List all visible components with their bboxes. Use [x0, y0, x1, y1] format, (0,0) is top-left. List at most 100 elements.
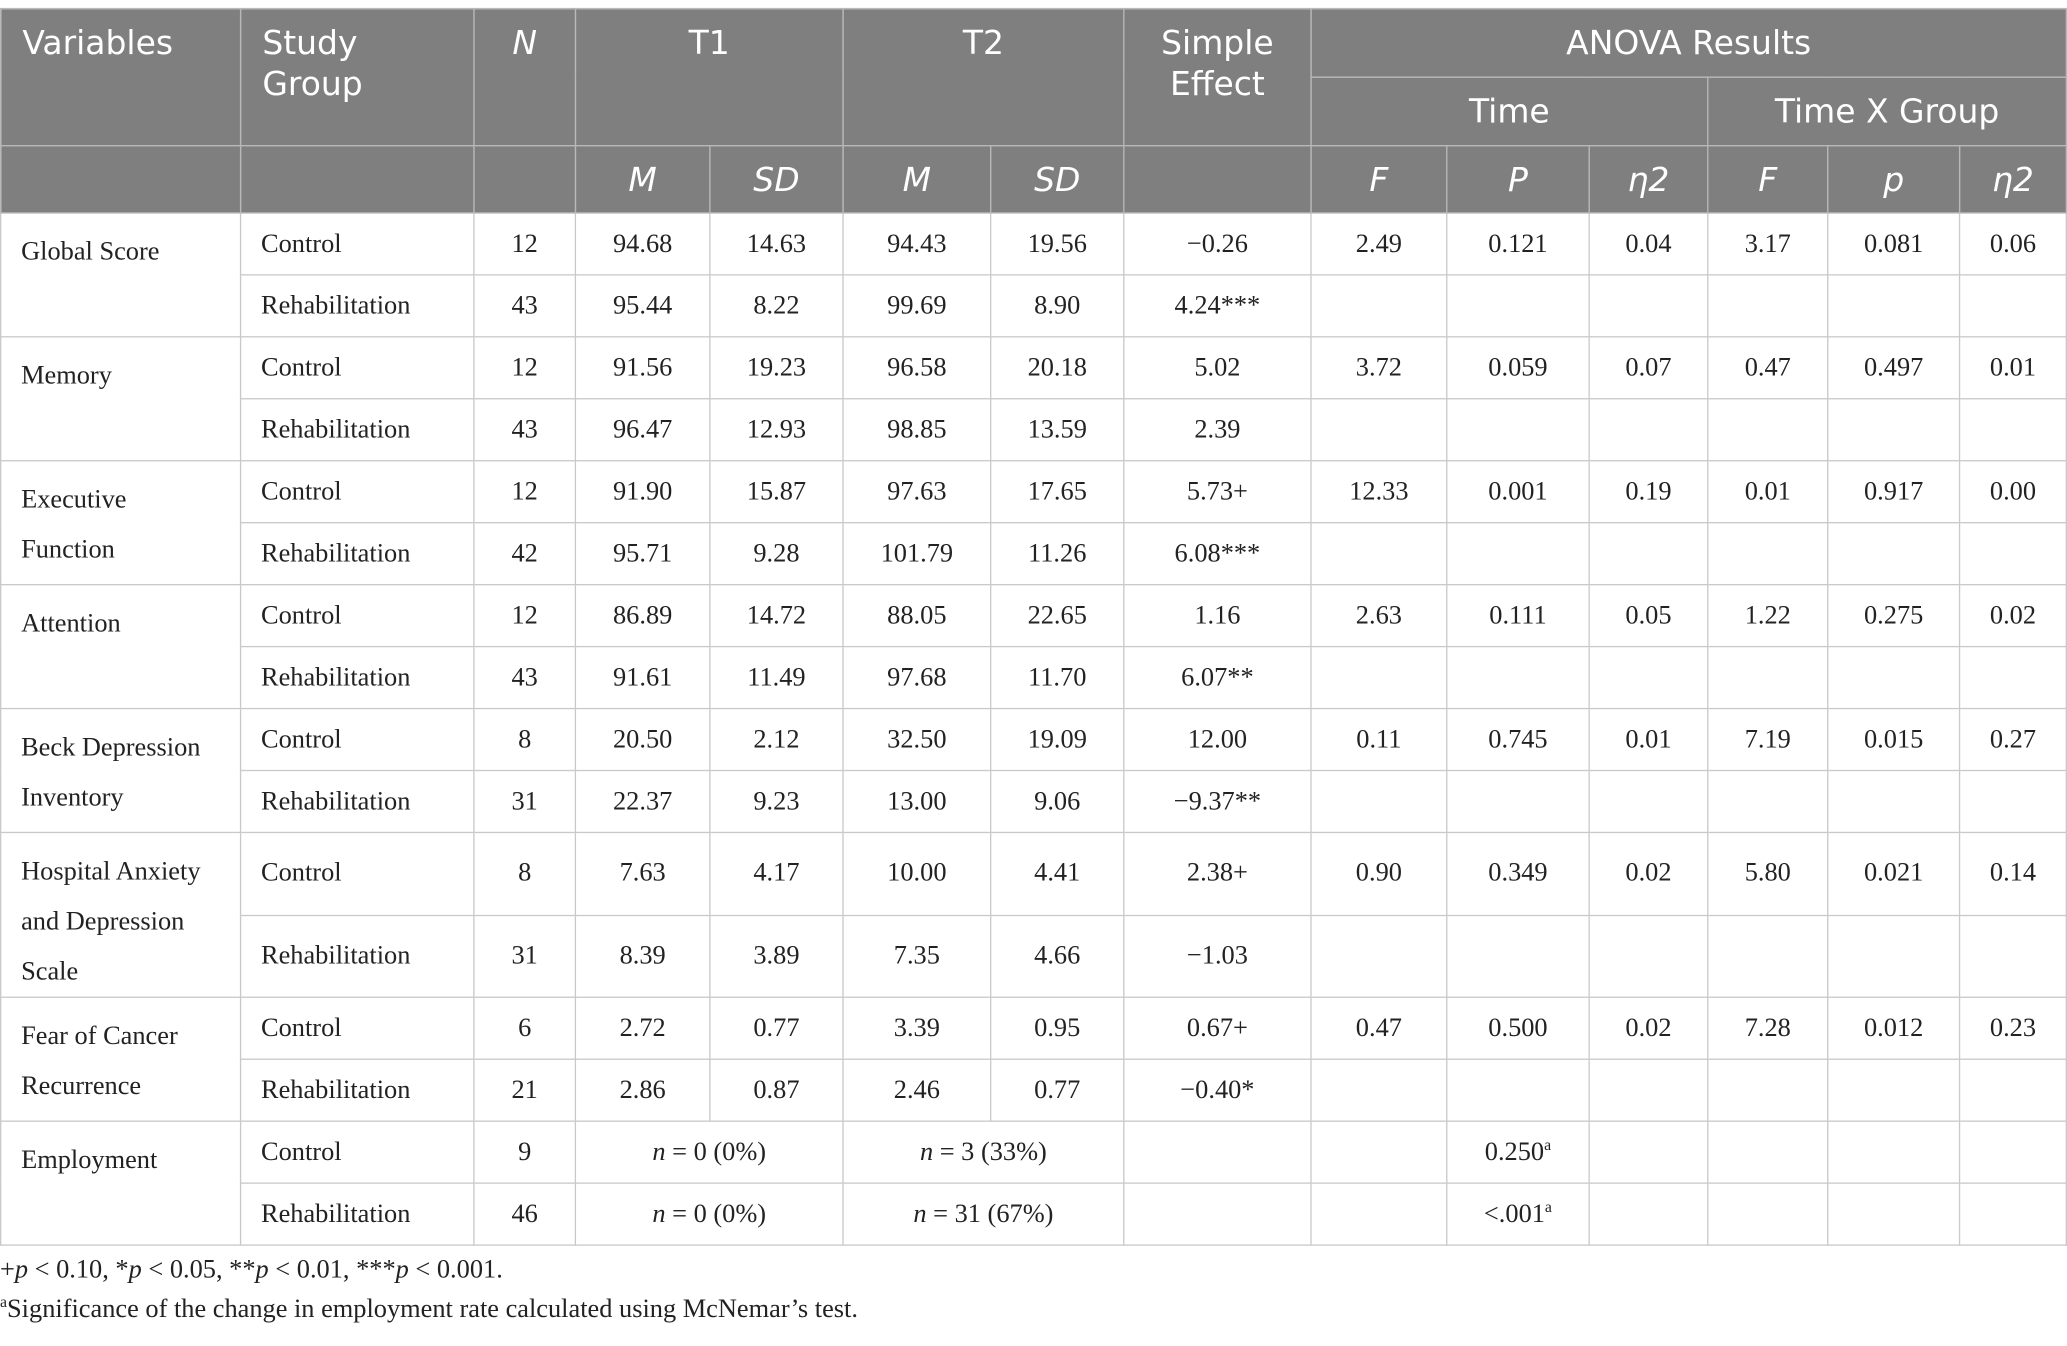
time-f-cell — [1310, 645, 1448, 710]
table-row: Rehabilitation 31 22.37 9.23 13.00 9.06 −9.37*… — [1, 769, 2067, 834]
study-group-cell: Control — [239, 707, 475, 772]
group-f-cell — [1707, 1058, 1829, 1122]
n-cell: 43 — [473, 645, 577, 710]
simple-effect-cell — [1123, 1182, 1312, 1246]
t1-mean-cell: 95.71 — [574, 522, 711, 586]
time-eta-cell: 0.01 — [1588, 707, 1709, 772]
t2-sd-cell: 11.26 — [989, 522, 1125, 586]
table-row: Employment Control 9 n = 0 (0%) n = 3 (33%) 0… — [0, 1120, 2067, 1246]
group-f-cell: 5.80 — [1707, 831, 1829, 916]
n-cell: 46 — [473, 1182, 577, 1246]
t2-sd-cell: 20.18 — [989, 336, 1125, 400]
study-group-cell: Control — [239, 831, 475, 916]
t2-mean-cell: 99.69 — [842, 274, 992, 338]
header-group-p: p — [1827, 145, 1961, 214]
group-f-cell — [1707, 1182, 1829, 1246]
t1-sd-cell: 0.77 — [709, 996, 844, 1060]
group-f-cell: 7.28 — [1707, 996, 1829, 1060]
study-group-cell: Control — [239, 336, 475, 400]
time-f-cell: 0.90 — [1310, 831, 1448, 916]
n-cell: 12 — [473, 336, 577, 400]
header-blank-variables — [0, 145, 242, 214]
group-p-cell: 0.015 — [1827, 707, 1961, 772]
simple-effect-cell: 1.16 — [1123, 583, 1312, 648]
time-f-cell: 2.49 — [1310, 212, 1448, 276]
group-f-cell: 0.01 — [1707, 460, 1829, 524]
time-p-cell: 0.111 — [1446, 583, 1590, 648]
simple-effect-cell: 0.67+ — [1123, 996, 1312, 1060]
time-eta-cell — [1588, 769, 1709, 834]
t1-sd-cell: 3.89 — [709, 914, 844, 998]
t1-sd-cell: 2.12 — [709, 707, 844, 772]
t1-mean-cell: 20.50 — [574, 707, 711, 772]
table-row: Memory Control 12 91.56 19.23 96.58 20.18 5.02 3… — [0, 336, 2067, 462]
group-p-cell: 0.021 — [1827, 831, 1961, 916]
group-f-cell — [1707, 398, 1829, 462]
simple-effect-cell: −9.37** — [1123, 769, 1312, 834]
t2-sd-cell: 19.09 — [989, 707, 1125, 772]
group-eta-cell — [1958, 1058, 2067, 1122]
time-eta-cell — [1588, 522, 1709, 586]
study-group-cell: Rehabilitation — [239, 914, 475, 998]
group-eta-cell — [1958, 398, 2067, 462]
n-cell: 31 — [473, 769, 577, 834]
results-table: Variables Study Group N T1 T2 Simple Eff… — [0, 7, 2067, 1246]
group-p-cell: 0.081 — [1827, 212, 1961, 276]
time-f-cell: 2.63 — [1310, 583, 1448, 648]
group-f-cell: 3.17 — [1707, 212, 1829, 276]
group-eta-cell: 0.01 — [1958, 336, 2067, 400]
group-p-cell: 0.012 — [1827, 996, 1961, 1060]
n-cell: 12 — [473, 212, 577, 276]
t2-sd-cell: 4.66 — [989, 914, 1125, 998]
study-group-cell: Rehabilitation — [239, 1182, 475, 1246]
header-t2-m: M — [842, 145, 992, 214]
group-p-cell — [1827, 769, 1961, 834]
simple-effect-cell: −1.03 — [1123, 914, 1312, 998]
t1-mean-cell: 2.86 — [574, 1058, 711, 1122]
t1-mean-cell: 8.39 — [574, 914, 711, 998]
footnotes: +p < 0.10, *p < 0.05, **p < 0.01, ***p <… — [0, 1250, 858, 1329]
t2-mean-cell: 94.43 — [842, 212, 992, 276]
study-group-cell: Rehabilitation — [239, 522, 475, 586]
group-p-cell — [1827, 1058, 1961, 1122]
variable-name: Attention — [0, 583, 242, 710]
group-eta-cell — [1958, 522, 2067, 586]
t2-mean-cell: 10.00 — [842, 831, 992, 916]
header-t2: T2 — [842, 7, 1125, 147]
header-time-eta: η2 — [1588, 145, 1709, 214]
time-f-cell — [1310, 274, 1448, 338]
t1-mean-cell: 95.44 — [574, 274, 711, 338]
header-t1-sd: SD — [709, 145, 844, 214]
t2-sd-cell: 13.59 — [989, 398, 1125, 462]
group-p-cell — [1827, 274, 1961, 338]
t1-sd-cell: 9.23 — [709, 769, 844, 834]
t2-sd-cell: 8.90 — [989, 274, 1125, 338]
group-f-cell — [1707, 645, 1829, 710]
time-eta-cell: 0.04 — [1588, 212, 1709, 276]
group-p-cell — [1827, 398, 1961, 462]
t2-mean-cell: 97.68 — [842, 645, 992, 710]
time-eta-cell: 0.02 — [1588, 996, 1709, 1060]
table-row: Fear of Cancer Recurrence Control 6 2.72 0.7… — [0, 996, 2067, 1122]
time-f-cell — [1310, 522, 1448, 586]
time-f-cell: 12.33 — [1310, 460, 1448, 524]
group-f-cell — [1707, 1120, 1829, 1184]
time-p-cell — [1446, 1058, 1590, 1122]
t2-mean-cell: 7.35 — [842, 914, 992, 998]
time-eta-cell — [1588, 1058, 1709, 1122]
t1-sd-cell: 14.72 — [709, 583, 844, 648]
group-eta-cell — [1958, 645, 2067, 710]
time-p-cell: 0.250a — [1446, 1120, 1590, 1184]
n-cell: 12 — [473, 460, 577, 524]
t1-employment-cell: n = 0 (0%) — [574, 1182, 844, 1246]
time-f-cell — [1310, 1120, 1448, 1184]
t2-sd-cell: 19.56 — [989, 212, 1125, 276]
time-f-cell — [1310, 1182, 1448, 1246]
header-blank-effect — [1123, 145, 1312, 214]
t2-sd-cell: 0.95 — [989, 996, 1125, 1060]
header-n: N — [473, 7, 577, 147]
t1-sd-cell: 0.87 — [709, 1058, 844, 1122]
group-f-cell: 0.47 — [1707, 336, 1829, 400]
t2-mean-cell: 13.00 — [842, 769, 992, 834]
t1-sd-cell: 14.63 — [709, 212, 844, 276]
